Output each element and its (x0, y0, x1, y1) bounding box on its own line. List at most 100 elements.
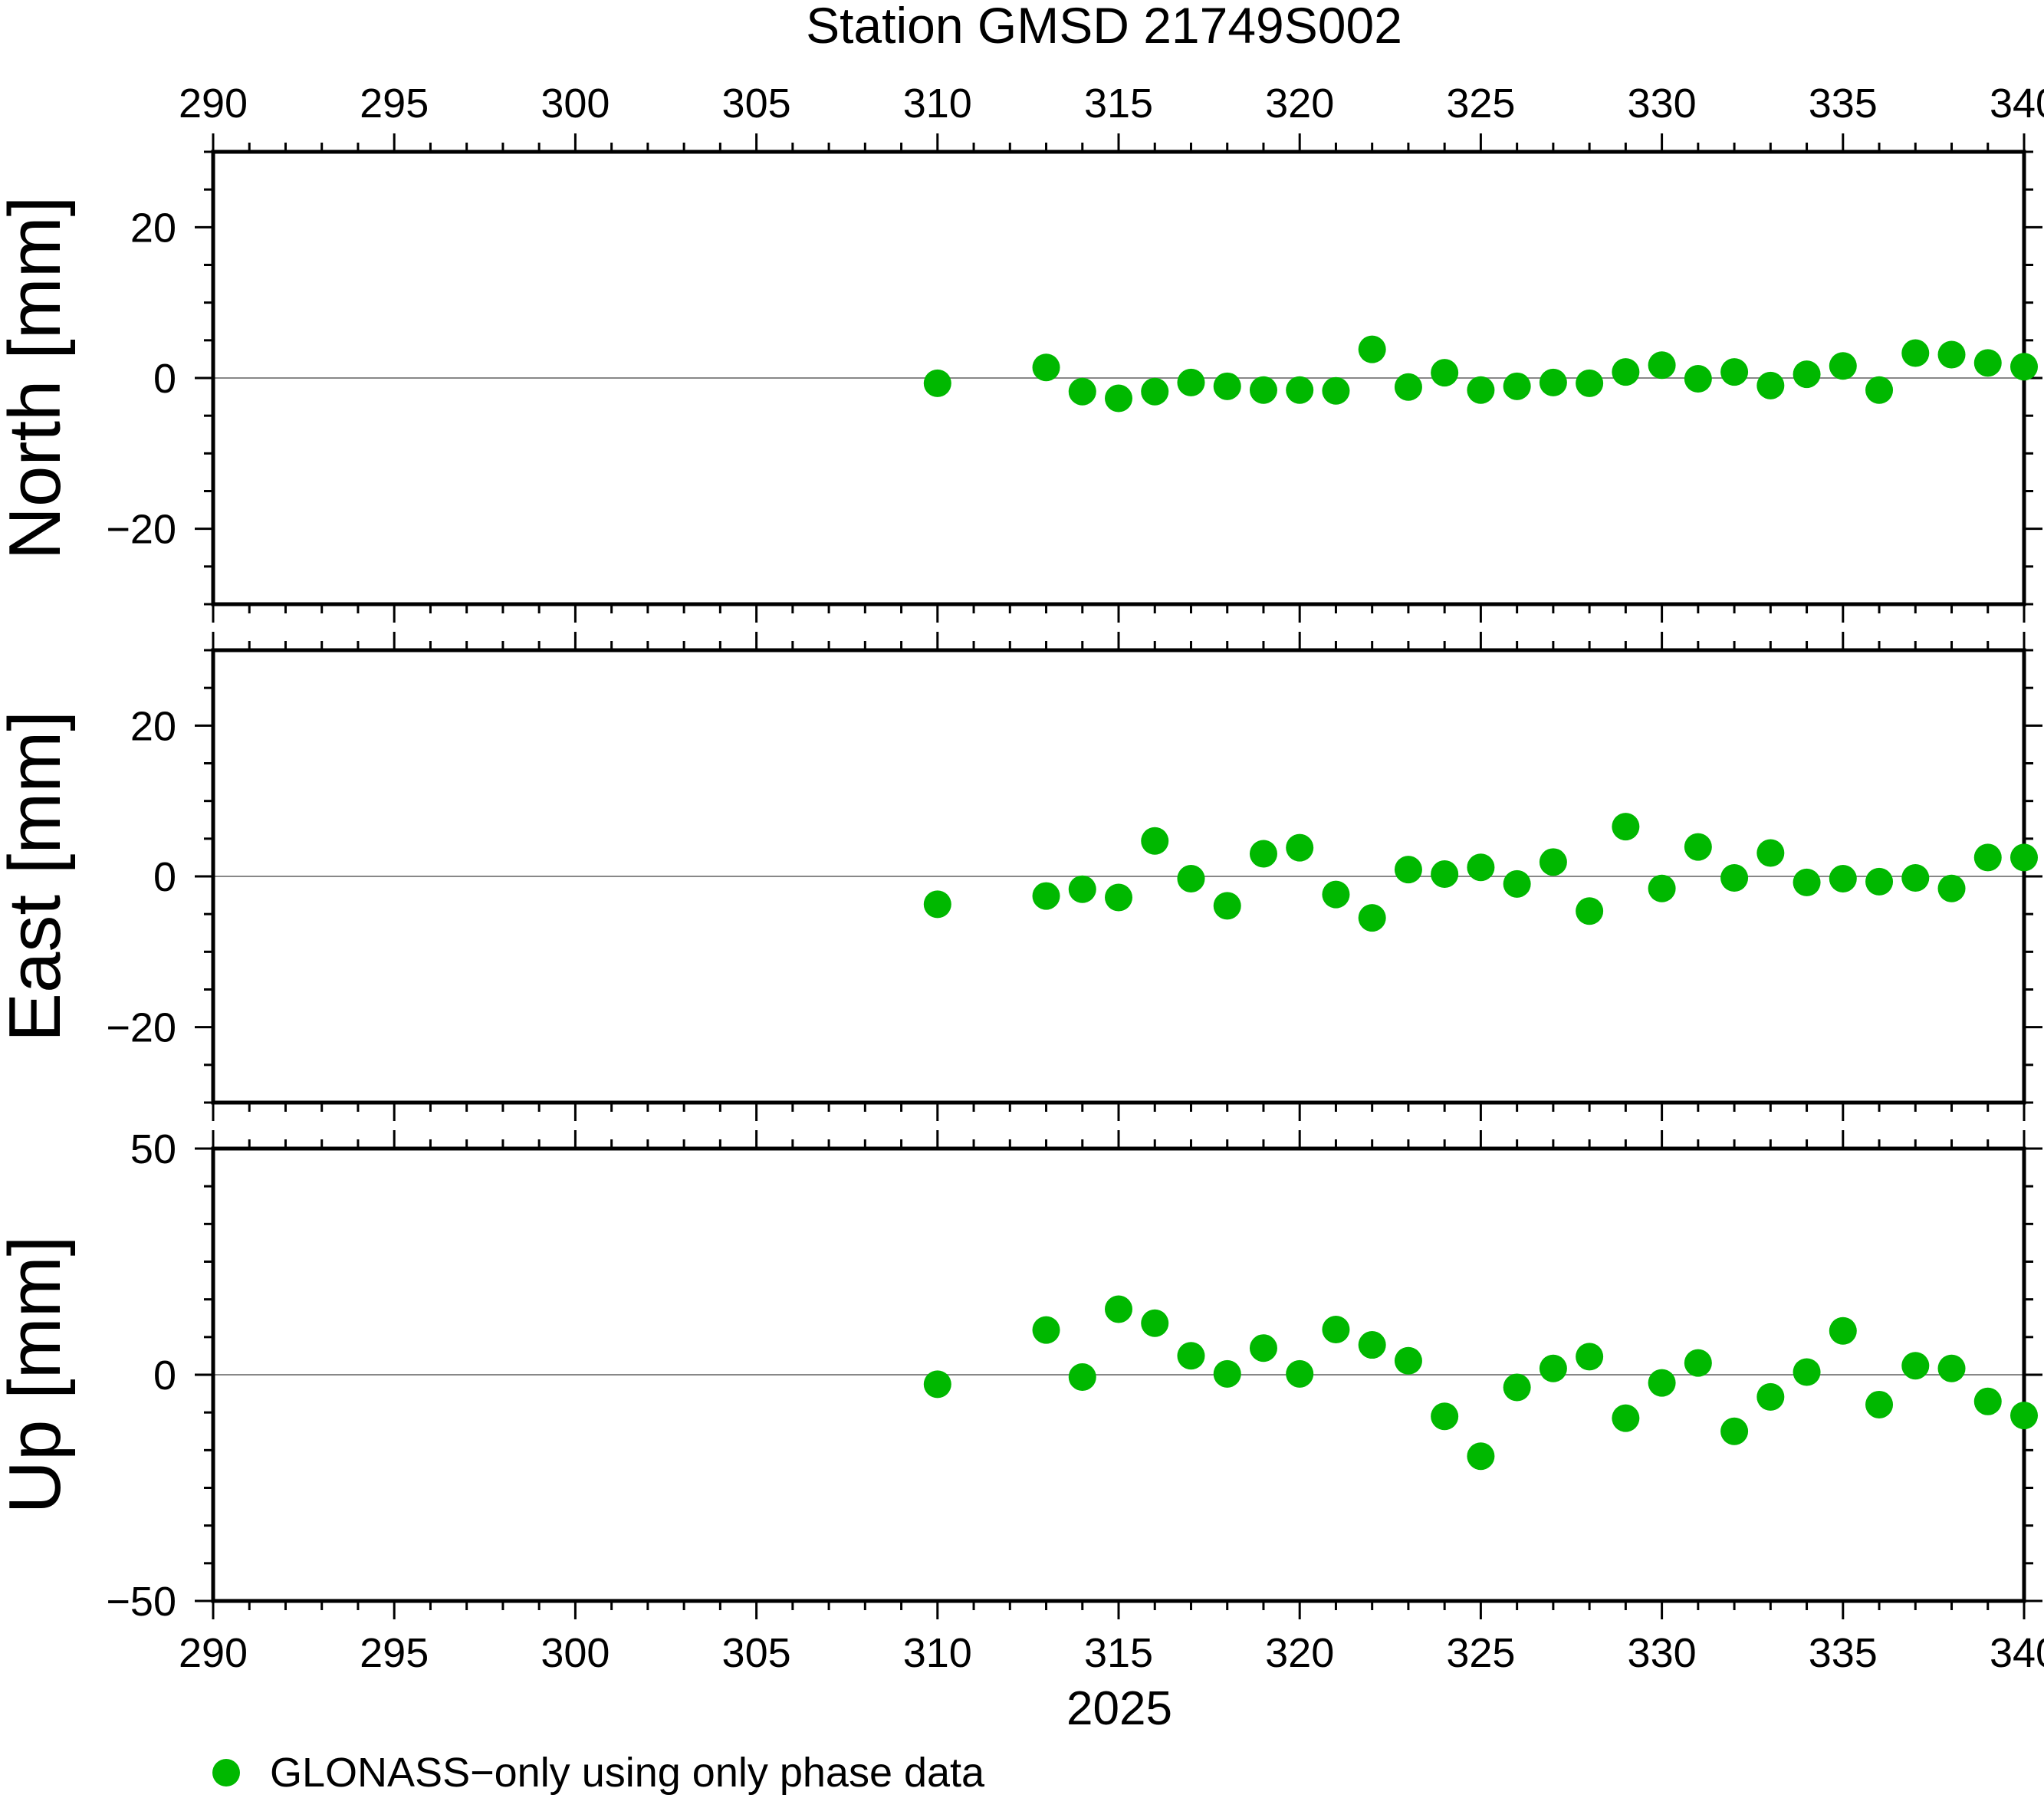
x-tick-label-top: 305 (722, 81, 791, 127)
data-point (1032, 882, 1060, 910)
data-point (1684, 833, 1712, 861)
data-point (1576, 369, 1604, 397)
data-point (1394, 373, 1422, 401)
data-point (1286, 376, 1314, 404)
x-tick-label-bottom: 290 (179, 1630, 248, 1676)
data-point (1937, 340, 1966, 369)
data-point (1539, 848, 1567, 876)
panel-3: −50 0 50 290 295 300 305 310 315 320 325 330 335 340 U… (0, 1126, 2044, 1676)
y-tick-label: 0 (153, 356, 176, 402)
x-tick-label-top: 340 (1990, 81, 2044, 127)
x-tick-label-top: 335 (1809, 81, 1878, 127)
data-point (1720, 358, 1749, 386)
data-point (1177, 864, 1205, 892)
data-point (1068, 875, 1096, 903)
x-tick-label-top: 295 (360, 81, 429, 127)
data-point (1937, 874, 1966, 902)
data-point (1431, 359, 1459, 387)
x-tick-label-bottom: 325 (1446, 1630, 1515, 1676)
data-point (1431, 1402, 1459, 1431)
data-point (1322, 376, 1350, 405)
data-point (1249, 840, 1277, 868)
data-point (1503, 372, 1531, 400)
data-point (1793, 1358, 1821, 1386)
data-point (1612, 1404, 1640, 1432)
data-point (1612, 358, 1640, 386)
x-tick-label-top: 330 (1628, 81, 1697, 127)
y-tick-label: −20 (106, 507, 176, 553)
y-tick-label: 20 (130, 205, 176, 251)
data-point (1141, 1309, 1169, 1337)
y-tick-label: 0 (153, 1353, 176, 1399)
x-tick-label-bottom: 315 (1084, 1630, 1153, 1676)
data-point (1141, 827, 1169, 855)
data-point (1286, 833, 1314, 862)
y-tick-label: −50 (106, 1579, 176, 1625)
data-point (1431, 860, 1459, 889)
x-axis-label: 2025 (1066, 1682, 1172, 1735)
data-point (1865, 867, 1894, 896)
data-point (1322, 880, 1350, 909)
data-point (1467, 853, 1495, 882)
x-tick-label-bottom: 310 (903, 1630, 972, 1676)
data-point (1177, 368, 1205, 396)
panel-2: −20 0 20 East [mm] (0, 632, 2042, 1121)
data-point (1648, 1369, 1676, 1397)
x-tick-label-bottom: 320 (1265, 1630, 1334, 1676)
data-point (1068, 377, 1096, 406)
legend-marker (212, 1759, 240, 1786)
y-tick-label: 50 (130, 1126, 176, 1172)
data-point (2010, 353, 2038, 381)
data-point (1105, 1295, 1132, 1323)
data-point (1648, 351, 1676, 380)
data-point (923, 890, 951, 919)
x-tick-label-bottom: 340 (1990, 1630, 2044, 1676)
data-point (1213, 892, 1241, 920)
data-point (1937, 1354, 1966, 1382)
data-point (1141, 377, 1169, 406)
data-point (1973, 349, 2002, 377)
data-point (1829, 352, 1857, 380)
data-point (1901, 863, 1930, 892)
data-point (1756, 371, 1785, 399)
data-point (923, 1370, 951, 1399)
x-tick-label-top: 320 (1265, 81, 1334, 127)
data-point (1648, 874, 1676, 902)
data-point (1177, 1342, 1205, 1370)
data-point (1286, 1359, 1314, 1388)
legend-label: GLONASS−only using only phase data (270, 1750, 985, 1796)
data-point (1865, 1390, 1894, 1418)
data-point (1539, 368, 1567, 396)
data-point (1394, 856, 1422, 884)
data-point (1358, 904, 1386, 932)
data-point (1865, 376, 1894, 404)
x-tick-label-bottom: 305 (722, 1630, 791, 1676)
data-point (1032, 353, 1060, 382)
x-tick-label-bottom: 295 (360, 1630, 429, 1676)
data-point (1068, 1362, 1096, 1391)
data-point (2010, 843, 2038, 872)
plot-frame (211, 648, 2026, 1105)
data-point (1684, 1349, 1712, 1377)
x-tick-label-bottom: 330 (1628, 1630, 1697, 1676)
x-tick-label-top: 310 (903, 81, 972, 127)
y-axis-label: Up [mm] (0, 1236, 76, 1514)
y-tick-label: 20 (130, 703, 176, 749)
data-point (1684, 364, 1712, 393)
data-point (1105, 384, 1132, 413)
data-point (923, 369, 951, 397)
data-point (2010, 1402, 2038, 1430)
data-point (1720, 1417, 1749, 1445)
data-point (1032, 1316, 1060, 1344)
data-point (1358, 335, 1386, 363)
data-point (1829, 864, 1857, 892)
data-point (1756, 839, 1785, 867)
y-axis-label: East [mm] (0, 711, 76, 1042)
data-point (1213, 1359, 1241, 1388)
data-point (1358, 1331, 1386, 1359)
data-point (1249, 1334, 1277, 1362)
data-point (1539, 1354, 1567, 1382)
data-point (1793, 868, 1821, 896)
data-point (1901, 1352, 1930, 1380)
data-point (1973, 1387, 2002, 1415)
